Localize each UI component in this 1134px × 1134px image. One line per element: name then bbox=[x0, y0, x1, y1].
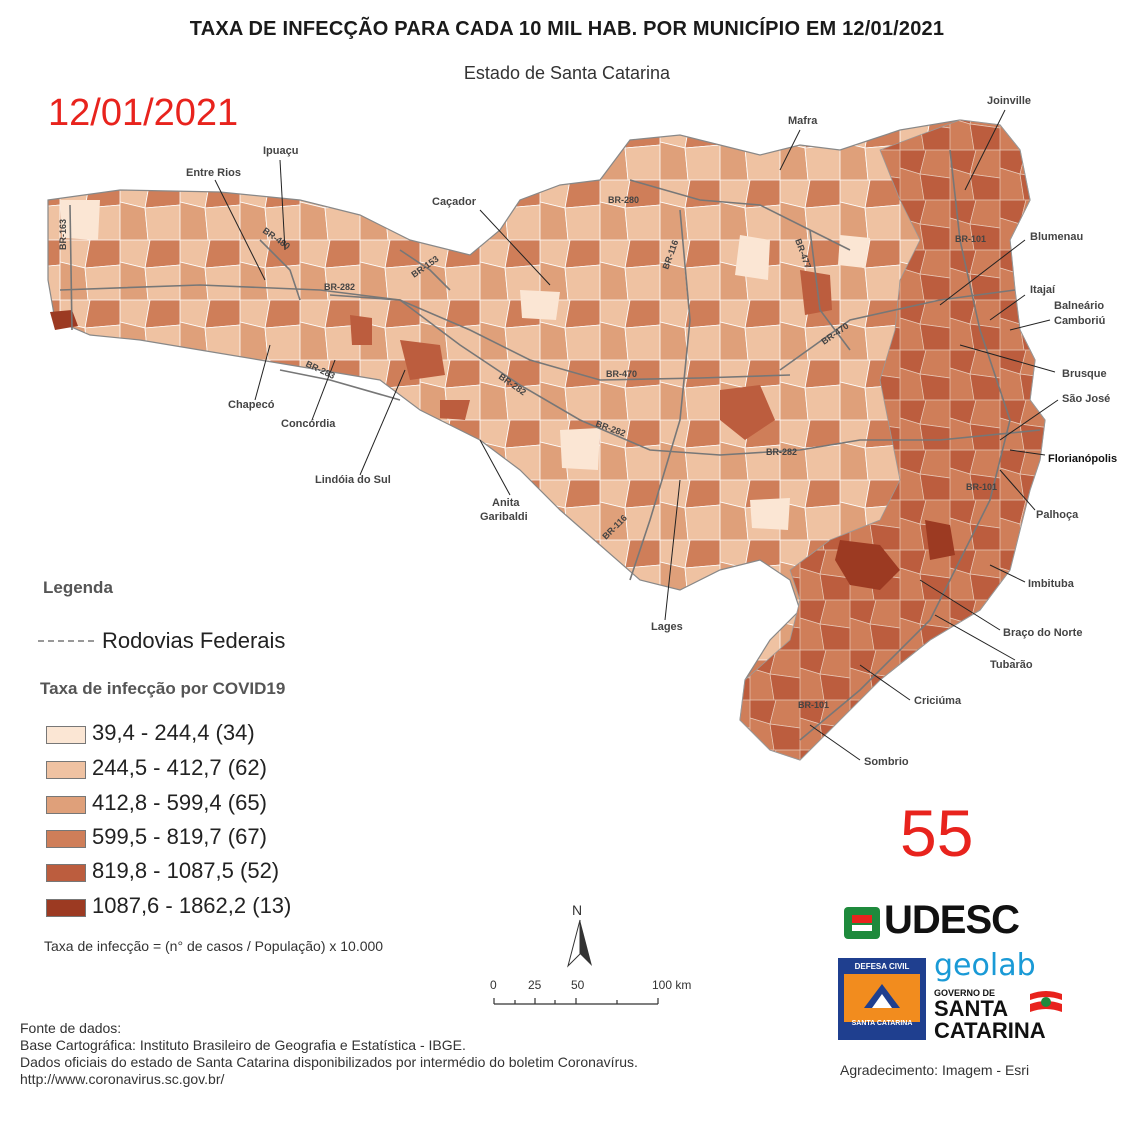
city-label: Concórdia bbox=[281, 418, 336, 430]
map-subtitle: Estado de Santa Catarina bbox=[463, 63, 671, 83]
north-arrow-icon bbox=[567, 919, 592, 968]
city-label: Balneário bbox=[1054, 300, 1104, 312]
city-label: Entre Rios bbox=[186, 167, 241, 179]
credits: Agradecimento: Imagem - Esri bbox=[840, 1062, 1030, 1078]
region-dark-1 bbox=[835, 540, 900, 590]
legend-covid-title: Taxa de infecção por COVID19 bbox=[40, 679, 286, 698]
road-label: BR-101 bbox=[966, 482, 997, 492]
gov-sc-line: SANTA bbox=[934, 996, 1009, 1021]
legend-class-label: 412,8 - 599,4 (65) bbox=[92, 790, 267, 815]
legend-road-label: Rodovias Federais bbox=[102, 628, 286, 653]
city-label: Palhoça bbox=[1036, 509, 1079, 521]
city-label: Lindóia do Sul bbox=[315, 474, 391, 486]
city-label: Garibaldi bbox=[480, 511, 528, 523]
region-light-4 bbox=[750, 498, 790, 530]
city-label: Chapecó bbox=[228, 399, 275, 411]
federal-roads bbox=[59, 149, 1041, 741]
legend-class-label: 819,8 - 1087,5 (52) bbox=[92, 858, 280, 883]
city-label: Joinville bbox=[987, 95, 1031, 107]
geolab-logo: geolab bbox=[934, 948, 1036, 983]
city-label: Florianópolis bbox=[1048, 453, 1117, 465]
region-dark-4 bbox=[800, 270, 832, 315]
source-link[interactable]: http://www.coronavirus.sc.gov.br/ bbox=[20, 1071, 225, 1087]
legend-class-label: 244,5 - 412,7 (62) bbox=[92, 755, 267, 780]
sc-flag-icon bbox=[1030, 991, 1062, 1012]
legend-swatch bbox=[46, 761, 86, 779]
legend-swatch bbox=[46, 726, 86, 744]
gov-sc-small: GOVERNO DE bbox=[934, 988, 996, 998]
road-label: BR-282 bbox=[324, 282, 355, 292]
city-label: Sombrio bbox=[864, 756, 909, 768]
city-label: Anita bbox=[492, 497, 520, 509]
legend-road-entry: Rodovias Federais bbox=[38, 628, 285, 654]
legend-swatch bbox=[46, 899, 86, 917]
defesa-civil-title: DEFESA CIVIL bbox=[854, 962, 910, 971]
city-label: Criciúma bbox=[914, 695, 962, 707]
leader-lines bbox=[214, 109, 1059, 761]
legend-class-label: 39,4 - 244,4 (34) bbox=[92, 720, 255, 745]
region-light-2 bbox=[838, 235, 870, 268]
city-label: Ipuaçu bbox=[263, 145, 298, 157]
gov-sc-wordmark: SANTA CATARINA bbox=[934, 998, 1046, 1042]
region-dark-3 bbox=[720, 385, 775, 440]
legend-class-label: 599,5 - 819,7 (67) bbox=[92, 824, 267, 849]
legend-swatch bbox=[46, 796, 86, 814]
legend-title: Legenda bbox=[43, 578, 113, 597]
region-dark-7 bbox=[350, 315, 372, 345]
city-label: Tubarão bbox=[990, 659, 1033, 671]
city-label: Imbituba bbox=[1028, 578, 1075, 590]
source-line: Dados oficiais do estado de Santa Catari… bbox=[20, 1054, 638, 1070]
scale-label: 100 km bbox=[652, 978, 692, 992]
city-label: Blumenau bbox=[1030, 231, 1083, 243]
legend-class-label: 1087,6 - 1862,2 (13) bbox=[92, 893, 292, 918]
defesa-civil-logo bbox=[838, 958, 926, 1040]
source-line: Base Cartográfica: Instituto Brasileiro … bbox=[20, 1037, 466, 1053]
region-light-1 bbox=[735, 235, 770, 280]
road-label: BR-282 bbox=[766, 447, 797, 457]
city-label: Mafra bbox=[788, 115, 818, 127]
scale-bar bbox=[493, 998, 659, 1005]
city-label: Braço do Norte bbox=[1003, 627, 1082, 639]
legend-swatch bbox=[46, 864, 86, 882]
scale-label: 50 bbox=[571, 978, 585, 992]
gov-sc-line: CATARINA bbox=[934, 1018, 1046, 1043]
city-label: São José bbox=[1062, 393, 1110, 405]
scale-label: 0 bbox=[490, 978, 497, 992]
data-sources: Fonte de dados: Base Cartográfica: Insti… bbox=[20, 1020, 638, 1088]
city-label: Lages bbox=[651, 621, 683, 633]
city-label: Itajaí bbox=[1030, 284, 1056, 296]
road-label: BR-101 bbox=[798, 700, 829, 710]
city-label: Caçador bbox=[432, 196, 477, 208]
city-labels: Joinville Mafra Ipuaçu Entre Rios Caçado… bbox=[186, 95, 1117, 768]
road-label: BR-470 bbox=[606, 369, 637, 379]
formula-note: Taxa de infecção = (n° de casos / Popula… bbox=[44, 938, 384, 954]
udesc-wordmark: UDESC bbox=[884, 898, 1020, 942]
map-title: TAXA DE INFECÇÃO PARA CADA 10 MIL HAB. P… bbox=[189, 18, 945, 40]
defesa-civil-subtitle: SANTA CATARINA bbox=[851, 1020, 913, 1027]
region-dark-8 bbox=[440, 400, 470, 420]
road-line-swatch bbox=[38, 640, 94, 642]
date-stamp: 12/01/2021 bbox=[48, 92, 239, 134]
road-label: BR-163 bbox=[58, 219, 68, 250]
legend-swatch bbox=[46, 830, 86, 848]
scale-label: 25 bbox=[528, 978, 542, 992]
road-label: BR-280 bbox=[608, 195, 639, 205]
region-light-3 bbox=[560, 428, 600, 470]
city-label: Brusque bbox=[1062, 368, 1107, 380]
region-dark-5 bbox=[400, 340, 445, 380]
defesa-civil-emblem-icon bbox=[844, 974, 920, 1022]
udesc-logo-icon bbox=[844, 907, 880, 939]
north-label: N bbox=[572, 902, 583, 918]
region-dark-2 bbox=[925, 520, 955, 560]
region-light-5 bbox=[520, 290, 560, 320]
city-label: Camboriú bbox=[1054, 315, 1105, 327]
road-label: BR-101 bbox=[955, 234, 986, 244]
source-line: Fonte de dados: bbox=[20, 1020, 122, 1036]
bulletin-number: 55 bbox=[900, 796, 974, 870]
